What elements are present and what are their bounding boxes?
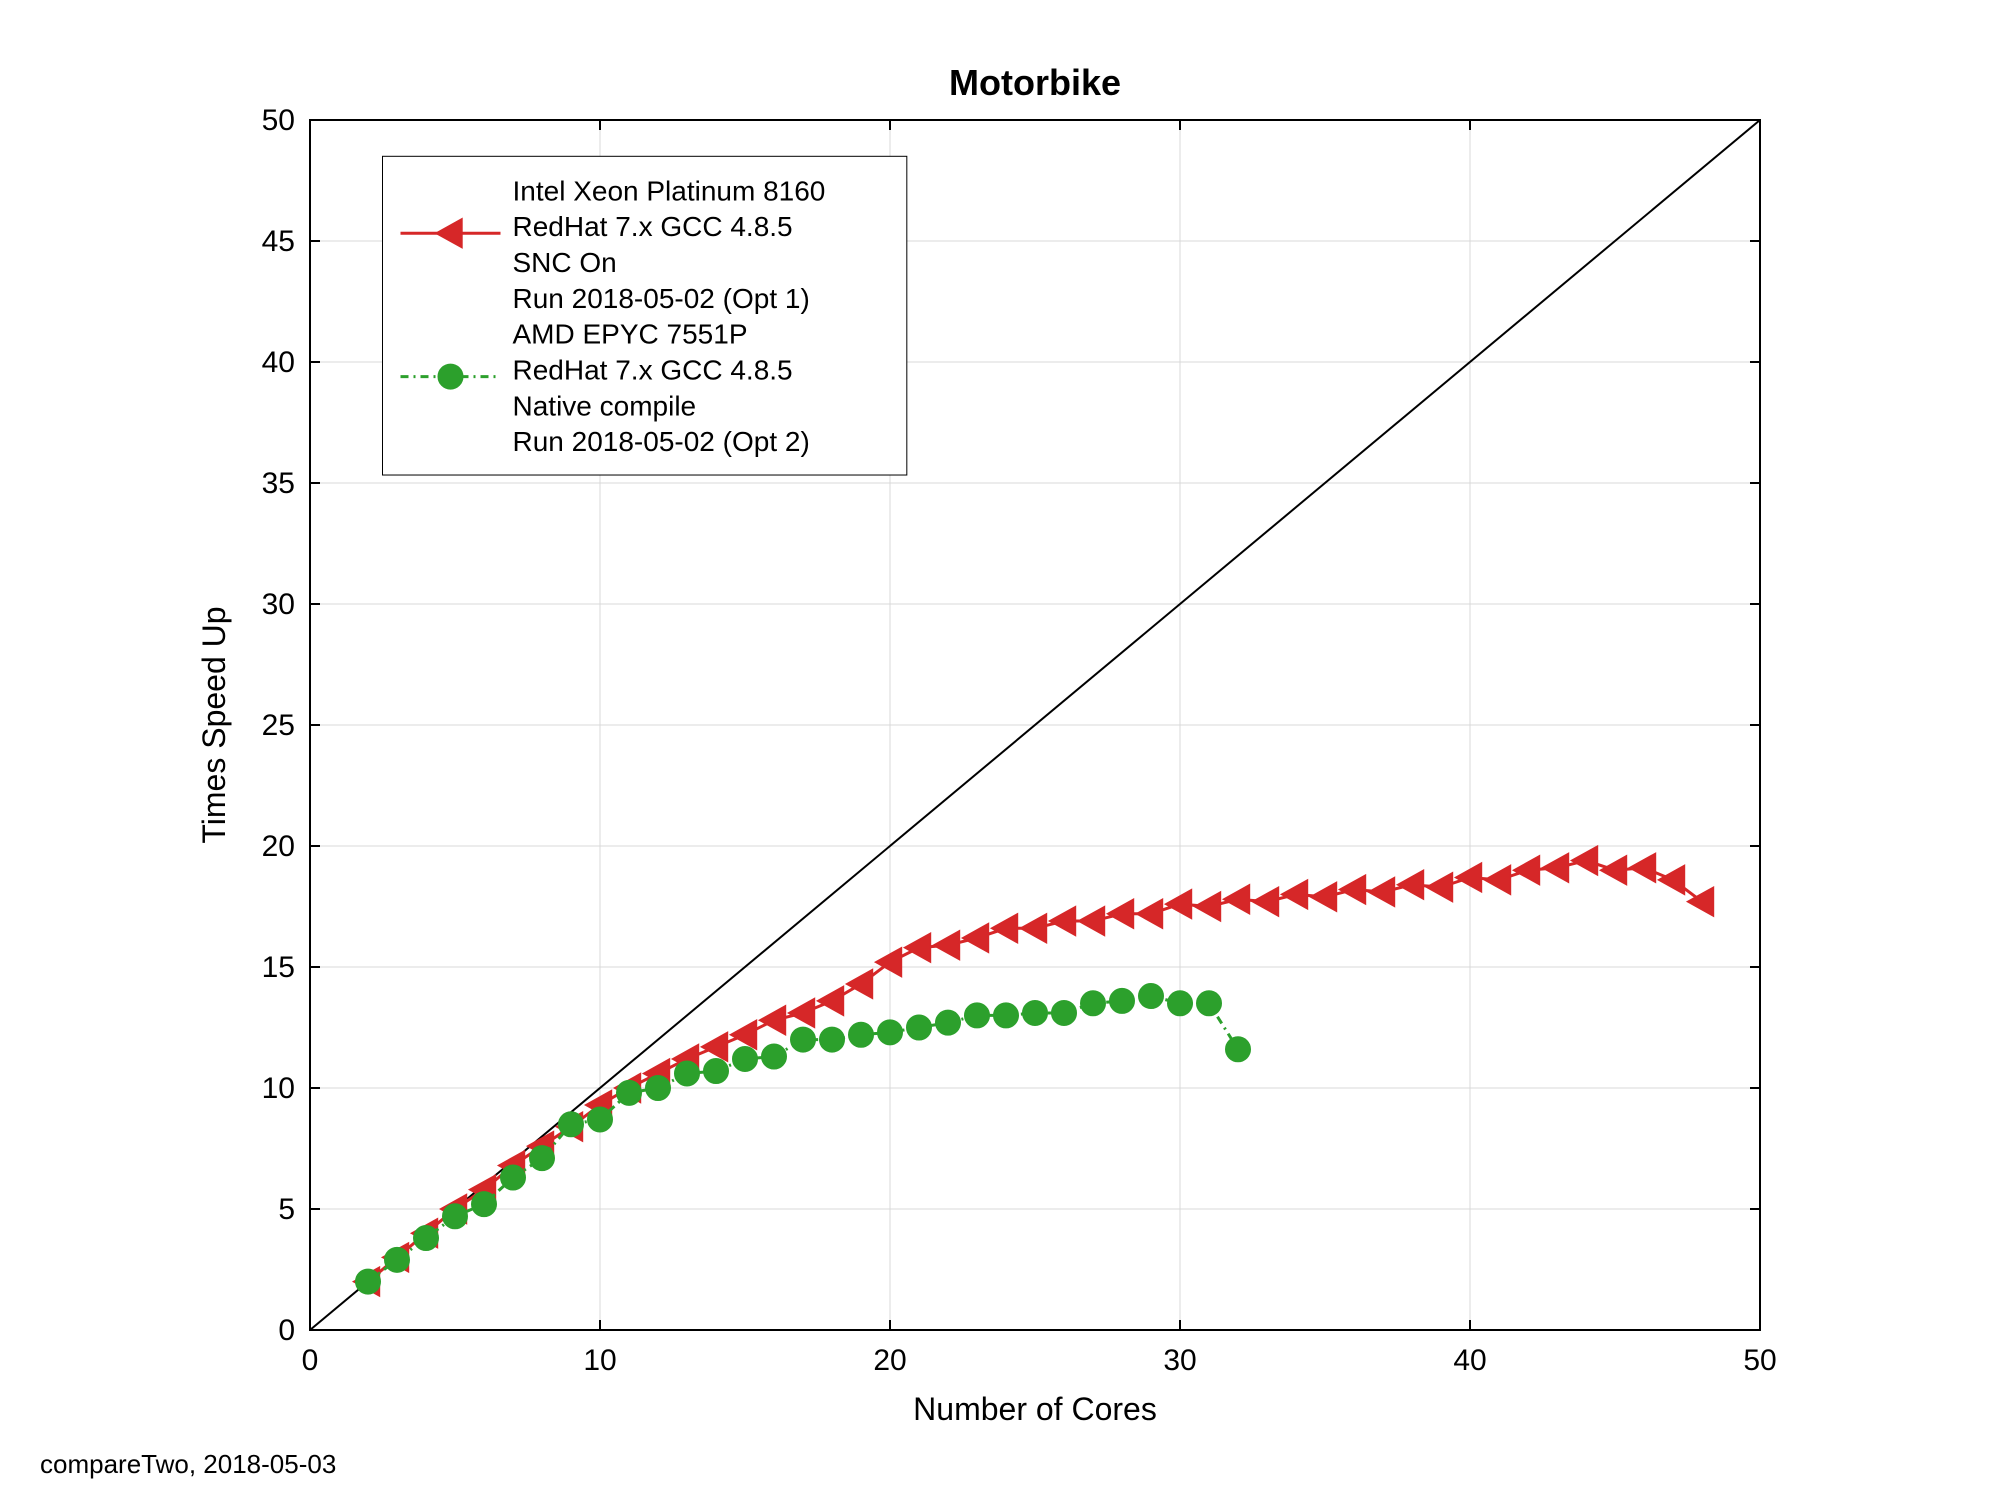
svg-text:0: 0 bbox=[278, 1314, 295, 1347]
svg-text:Motorbike: Motorbike bbox=[949, 62, 1121, 103]
svg-text:Number of Cores: Number of Cores bbox=[913, 1391, 1157, 1427]
svg-text:Times Speed Up: Times Speed Up bbox=[196, 606, 232, 843]
svg-text:50: 50 bbox=[1743, 1344, 1776, 1377]
svg-text:25: 25 bbox=[262, 709, 295, 742]
svg-text:40: 40 bbox=[1453, 1344, 1486, 1377]
svg-text:RedHat 7.x GCC 4.8.5: RedHat 7.x GCC 4.8.5 bbox=[513, 354, 793, 385]
chart-svg: 0 10 20 30 40 50 0 5 10 15 20 25 30 35 40 45 50 Number of… bbox=[180, 50, 1800, 1450]
svg-text:15: 15 bbox=[262, 951, 295, 984]
svg-text:Run 2018-05-02 (Opt 2): Run 2018-05-02 (Opt 2) bbox=[513, 426, 810, 457]
svg-text:Native compile: Native compile bbox=[513, 390, 697, 421]
svg-text:40: 40 bbox=[262, 346, 295, 379]
svg-text:45: 45 bbox=[262, 225, 295, 258]
svg-text:Intel Xeon Platinum 8160: Intel Xeon Platinum 8160 bbox=[513, 175, 826, 206]
svg-text:20: 20 bbox=[262, 830, 295, 863]
chart-container: 0 10 20 30 40 50 0 5 10 15 20 25 30 35 40 45 50 Number of… bbox=[180, 50, 1800, 1450]
svg-text:RedHat 7.x GCC 4.8.5: RedHat 7.x GCC 4.8.5 bbox=[513, 211, 793, 242]
svg-text:0: 0 bbox=[302, 1344, 319, 1377]
footer-text: compareTwo, 2018-05-03 bbox=[40, 1449, 336, 1480]
svg-text:50: 50 bbox=[262, 104, 295, 137]
svg-text:30: 30 bbox=[262, 588, 295, 621]
svg-text:30: 30 bbox=[1163, 1344, 1196, 1377]
svg-text:AMD EPYC 7551P: AMD EPYC 7551P bbox=[513, 319, 748, 350]
svg-text:5: 5 bbox=[278, 1193, 295, 1226]
svg-text:20: 20 bbox=[873, 1344, 906, 1377]
svg-text:35: 35 bbox=[262, 467, 295, 500]
svg-text:10: 10 bbox=[583, 1344, 616, 1377]
svg-text:10: 10 bbox=[262, 1072, 295, 1105]
svg-text:SNC On: SNC On bbox=[513, 247, 617, 278]
svg-text:Run 2018-05-02 (Opt 1): Run 2018-05-02 (Opt 1) bbox=[513, 283, 810, 314]
